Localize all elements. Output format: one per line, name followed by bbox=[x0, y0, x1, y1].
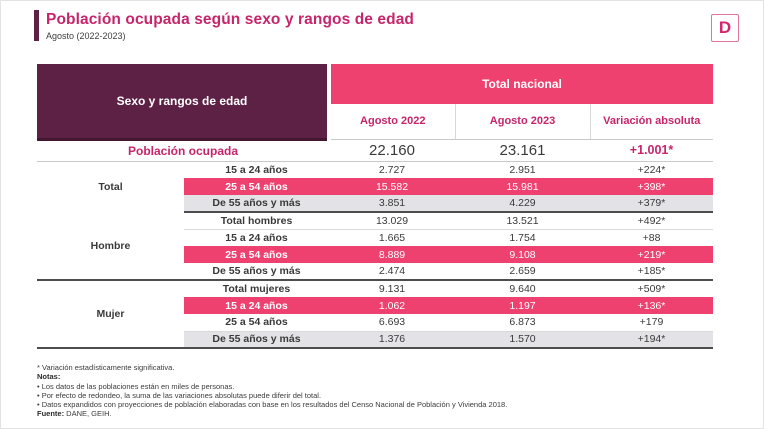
footnote-notes-label: Notas: bbox=[37, 372, 61, 382]
summary-label: Población ocupada bbox=[37, 139, 329, 162]
cell-variation: +379* bbox=[590, 195, 713, 213]
cell-aug2022: 1.376 bbox=[329, 331, 455, 349]
group-label-total: Total bbox=[37, 161, 184, 212]
cell-variation: +398* bbox=[590, 178, 713, 195]
table-header-row-1: Sexo y rangos de edad Total nacional bbox=[37, 64, 713, 141]
row-label: 25 a 54 años bbox=[184, 246, 329, 263]
cell-aug2023: 1.197 bbox=[455, 297, 590, 314]
col-header-variacion: Variación absoluta bbox=[589, 104, 713, 140]
footnote-significance: * Variación estadísticamente significati… bbox=[37, 363, 175, 372]
title-block: Población ocupada según sexo y rangos de… bbox=[46, 10, 414, 41]
cell-aug2022: 13.029 bbox=[329, 212, 455, 230]
cell-aug2023: 6.873 bbox=[455, 314, 590, 332]
cell-aug2023: 1.570 bbox=[455, 331, 590, 349]
cell-aug2023: 13.521 bbox=[455, 212, 590, 230]
summary-aug2022: 22.160 bbox=[329, 139, 455, 162]
summary-variation: +1.001* bbox=[590, 139, 713, 162]
table-row: De 55 años y más 3.851 4.229 +379* bbox=[37, 195, 713, 213]
cell-variation: +194* bbox=[590, 331, 713, 349]
row-label: 25 a 54 años bbox=[184, 314, 329, 332]
col-header-agosto-2022: Agosto 2022 bbox=[327, 104, 455, 140]
page-header: Población ocupada según sexo y rangos de… bbox=[34, 10, 414, 41]
cell-aug2022: 15.582 bbox=[329, 178, 455, 195]
dane-logo-icon: D bbox=[711, 14, 739, 42]
table-row-poblacion-ocupada: Población ocupada 22.160 23.161 +1.001* bbox=[37, 139, 713, 162]
table-row: De 55 años y más 2.474 2.659 +185* bbox=[37, 263, 713, 281]
cell-aug2023: 4.229 bbox=[455, 195, 590, 213]
table-row: 15 a 24 años 1.665 1.754 +88 bbox=[37, 229, 713, 246]
title-accent-bar bbox=[34, 10, 39, 41]
row-label: 15 a 24 años bbox=[184, 297, 329, 314]
cell-aug2023: 9.108 bbox=[455, 246, 590, 263]
table-row-highlighted: 15 a 24 años 1.062 1.197 +136* bbox=[37, 297, 713, 314]
row-label: Total hombres bbox=[184, 212, 329, 230]
cell-variation: +219* bbox=[590, 246, 713, 263]
table-row: Mujer Total mujeres 9.131 9.640 +509* bbox=[37, 280, 713, 349]
row-label: De 55 años y más bbox=[184, 263, 329, 281]
cell-aug2022: 2.727 bbox=[378, 163, 406, 176]
footnote-item: • Datos expandidos con proyecciones de p… bbox=[37, 400, 508, 410]
cell-aug2022: 1.665 bbox=[378, 231, 406, 244]
table-row: Hombre Total hombres 13.029 13.521 +492* bbox=[37, 212, 713, 281]
row-label: De 55 años y más bbox=[184, 195, 329, 213]
cell-variation: +179 bbox=[590, 314, 713, 332]
cell-aug2023: 1.754 bbox=[509, 231, 536, 244]
row-label: 15 a 24 años bbox=[225, 163, 288, 176]
table-header-row-2: Agosto 2022 Agosto 2023 Variación absolu… bbox=[37, 104, 713, 140]
table-row-highlighted: 25 a 54 años 15.582 15.981 +398* bbox=[37, 178, 713, 195]
table-row: 25 a 54 años 6.693 6.873 +179 bbox=[37, 314, 713, 332]
band-header: Total nacional bbox=[327, 64, 713, 104]
cell-aug2022: 6.693 bbox=[329, 314, 455, 332]
cell-aug2022: 8.889 bbox=[329, 246, 455, 263]
row-label: 25 a 54 años bbox=[184, 178, 329, 195]
page-subtitle: Agosto (2022-2023) bbox=[46, 31, 126, 41]
cell-aug2023: 15.981 bbox=[455, 178, 590, 195]
table-row: De 55 años y más 1.376 1.570 +194* bbox=[37, 331, 713, 349]
cell-aug2023: 2.659 bbox=[455, 263, 590, 281]
source-text: DANE, GEIH. bbox=[64, 409, 112, 419]
footnotes: * Variación estadísticamente significati… bbox=[37, 363, 747, 419]
row-label: 15 a 24 años bbox=[225, 231, 288, 244]
cell-variation: +88 bbox=[642, 231, 661, 244]
cell-aug2022: 9.131 bbox=[378, 283, 406, 295]
row-label: De 55 años y más bbox=[184, 331, 329, 349]
footnote-item: • Los datos de las poblaciones están en … bbox=[37, 381, 235, 391]
source-label: Fuente: bbox=[37, 409, 65, 419]
cell-aug2022: 3.851 bbox=[329, 195, 455, 213]
group-label-mujer: Mujer bbox=[37, 280, 184, 349]
corner-header: Sexo y rangos de edad bbox=[37, 64, 329, 141]
dane-logo-letter: D bbox=[718, 18, 732, 37]
cell-aug2023: 9.640 bbox=[509, 283, 536, 295]
row-label: Total mujeres bbox=[222, 283, 291, 295]
cell-variation: +185* bbox=[590, 263, 713, 281]
cell-aug2023: 2.951 bbox=[509, 163, 536, 176]
footnote-item: • Por efecto de redondeo, la suma de las… bbox=[37, 390, 322, 400]
cell-aug2022: 2.474 bbox=[329, 263, 455, 281]
cell-variation: +492* bbox=[590, 212, 713, 230]
cell-aug2022: 1.062 bbox=[329, 297, 455, 314]
table-row: Total 15 a 24 años 2.727 2.951 +224* bbox=[37, 161, 713, 212]
col-header-agosto-2023: Agosto 2023 bbox=[454, 104, 590, 140]
footnote-source: Fuente: DANE, GEIH. bbox=[37, 409, 747, 418]
page-title: Población ocupada según sexo y rangos de… bbox=[46, 11, 414, 28]
cell-variation: +224* bbox=[637, 163, 666, 176]
cell-variation: +136* bbox=[590, 297, 713, 314]
table-row-highlighted: 25 a 54 años 8.889 9.108 +219* bbox=[37, 246, 713, 263]
group-label-hombre: Hombre bbox=[37, 212, 184, 281]
cell-variation: +509* bbox=[637, 283, 666, 295]
population-table: Sexo y rangos de edad Total nacional Ago… bbox=[37, 64, 713, 349]
summary-aug2023: 23.161 bbox=[455, 139, 590, 162]
